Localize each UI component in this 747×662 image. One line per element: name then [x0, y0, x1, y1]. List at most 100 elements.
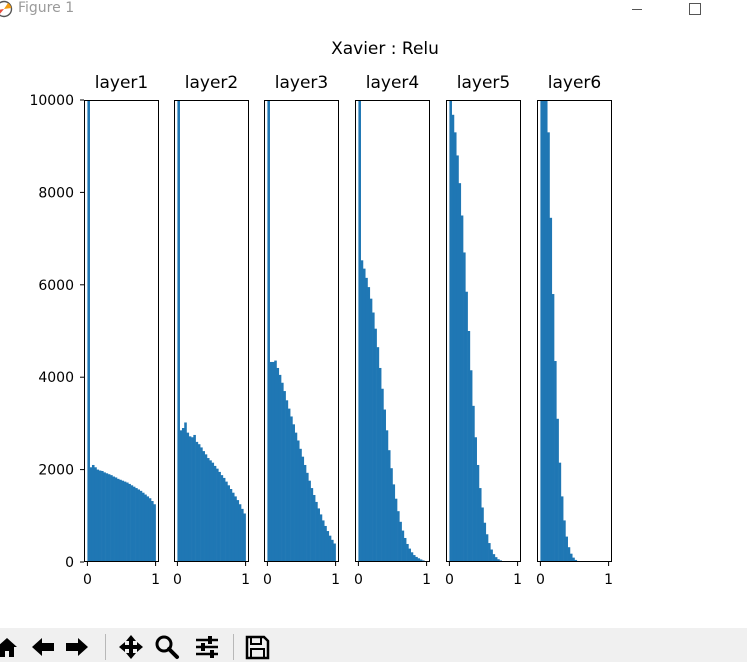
histogram-bar: [110, 475, 113, 562]
histogram-bar: [195, 441, 199, 562]
histogram-bar: [365, 277, 368, 562]
histogram-bar: [299, 448, 302, 562]
histogram-bar: [478, 488, 482, 562]
subplot-layer2: layer2 0 1: [173, 73, 250, 588]
histogram-bar: [234, 496, 237, 562]
histogram-bar: [394, 498, 398, 562]
histogram-bar: [123, 481, 127, 562]
back-arrow-icon: [32, 638, 54, 656]
forward-button[interactable]: [62, 632, 92, 662]
histogram-bar: [563, 520, 566, 562]
histogram-bar: [567, 547, 571, 562]
subplot-layer1: layer1 0 1 0 2000 4000 6000 8000 10000: [29, 73, 160, 588]
home-button[interactable]: [0, 632, 22, 662]
histogram-bar: [410, 552, 414, 562]
histogram-bar: [324, 525, 327, 562]
histogram-bar: [238, 504, 242, 562]
histogram-bar: [91, 464, 95, 562]
pan-button[interactable]: [116, 632, 146, 662]
histogram-bar: [213, 465, 217, 562]
histogram-bar: [89, 467, 93, 562]
histogram-bar: [209, 460, 212, 562]
histogram-bar: [362, 268, 366, 562]
histogram-bar: [200, 447, 203, 562]
x-tick-label: 1: [151, 572, 160, 588]
axes-frame: [264, 100, 339, 562]
histogram-bars: [449, 100, 516, 562]
histogram-bar: [483, 522, 487, 562]
x-tick-label: 1: [241, 572, 250, 588]
histogram-bar: [412, 555, 416, 562]
histogram-bar: [417, 558, 421, 562]
title-bar: Figure 1: [0, 0, 747, 28]
histogram-bar: [310, 488, 314, 562]
histogram-bar: [204, 454, 208, 562]
histogram-bar: [281, 382, 284, 562]
axes-frame: [174, 100, 249, 562]
subplot-title: layer4: [366, 73, 419, 93]
save-button[interactable]: [242, 632, 272, 662]
x-tick-label: 0: [83, 572, 92, 588]
histogram-bar: [103, 472, 106, 562]
histogram-bar: [148, 498, 152, 562]
zoom-button[interactable]: [152, 632, 182, 662]
subplot-layer3: layer3 0 1: [263, 73, 340, 588]
histogram-bar: [146, 496, 150, 562]
histogram-bar: [267, 100, 270, 562]
histogram-bar: [216, 468, 219, 562]
histogram-bar: [112, 476, 115, 562]
histogram-bar: [98, 470, 102, 562]
home-icon: [0, 638, 17, 657]
toolbar-separator: [233, 634, 234, 660]
histogram-bar: [397, 511, 400, 562]
histogram-bar: [367, 287, 371, 562]
histogram-bar: [565, 536, 568, 562]
histogram-bar: [317, 508, 320, 562]
histogram-bar: [231, 492, 235, 562]
histogram-bar: [467, 331, 471, 562]
histogram-bar: [376, 347, 380, 562]
histogram-bar: [408, 548, 411, 562]
histogram-bar: [572, 557, 575, 562]
y-tick-label: 6000: [38, 278, 74, 294]
maximize-button[interactable]: [672, 0, 718, 18]
histogram-bar: [387, 450, 391, 562]
histogram-bar: [460, 215, 464, 562]
histogram-bar: [287, 408, 291, 562]
histogram-bar: [184, 422, 187, 562]
histogram-bar: [403, 537, 407, 562]
minimize-button[interactable]: [614, 0, 660, 18]
toolbar-separator: [105, 634, 106, 660]
histogram-bar: [128, 483, 131, 562]
histogram-bar: [193, 434, 196, 562]
histogram-bar: [328, 535, 332, 562]
back-button[interactable]: [28, 632, 58, 662]
histogram-bar: [188, 436, 192, 562]
histogram-bar: [119, 479, 122, 562]
configure-subplots-button[interactable]: [192, 632, 222, 662]
histogram-bar: [105, 473, 109, 562]
axes-frame: [537, 100, 612, 562]
histogram-bar: [220, 475, 224, 562]
histogram-bar: [225, 481, 228, 562]
histogram-bar: [116, 478, 120, 562]
histogram-bar: [276, 367, 280, 562]
subplot-title: layer2: [185, 73, 238, 93]
histogram-bar: [383, 409, 386, 562]
histogram-bar: [451, 114, 455, 562]
histogram-bar: [308, 480, 311, 562]
histogram-bar: [303, 464, 307, 562]
histogram-bar: [130, 485, 134, 562]
y-tick-label: 0: [65, 555, 74, 571]
histogram-bar: [374, 328, 377, 562]
pan-icon: [119, 635, 143, 659]
histogram-bar: [415, 556, 418, 562]
x-tick-label: 0: [536, 572, 545, 588]
histogram-bar: [485, 534, 489, 562]
x-tick-label: 1: [331, 572, 340, 588]
histogram-bar: [372, 312, 375, 562]
histogram-bar: [319, 514, 323, 562]
histogram-bar: [392, 484, 396, 562]
histogram-bar: [465, 291, 468, 562]
axes-frame: [355, 100, 430, 562]
